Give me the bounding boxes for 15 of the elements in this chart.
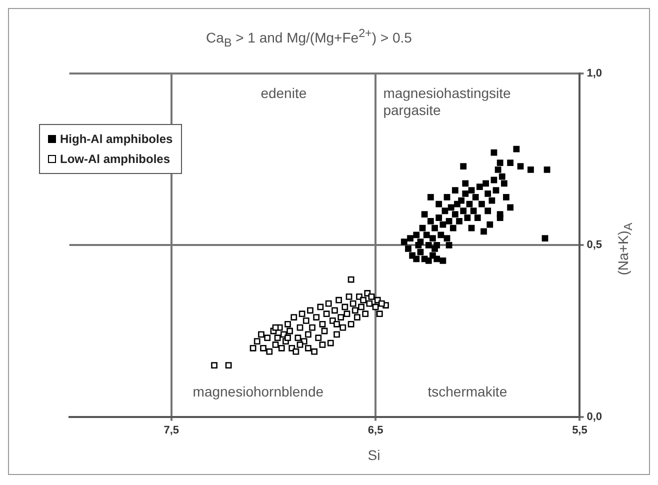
annotation: tschermakite (428, 384, 508, 400)
x-tick-label: 5,5 (572, 424, 588, 436)
y-tick-label: 0,0 (586, 410, 602, 423)
chart-title: Ca$_{B}$ > 1 and Mg/(Mg+Fe$^{2+}$) > 0.5 (205, 27, 413, 50)
annotation: pargasite (383, 102, 442, 118)
x-tick-label: 6,5 (368, 424, 384, 436)
x-axis-title: Si (368, 447, 380, 463)
y-tick-label: 1,0 (586, 68, 602, 80)
x-tick-label: 7,5 (164, 424, 180, 436)
legend-label: Low-Al amphiboles (60, 151, 170, 168)
annotation: edenite (260, 85, 307, 102)
annotation: magnesiohornblende (192, 384, 324, 400)
legend-label: High-Al amphiboles (60, 131, 173, 148)
y-tick-label: 0,5 (586, 239, 602, 252)
annotation: magnesiohastingsite (383, 85, 512, 102)
